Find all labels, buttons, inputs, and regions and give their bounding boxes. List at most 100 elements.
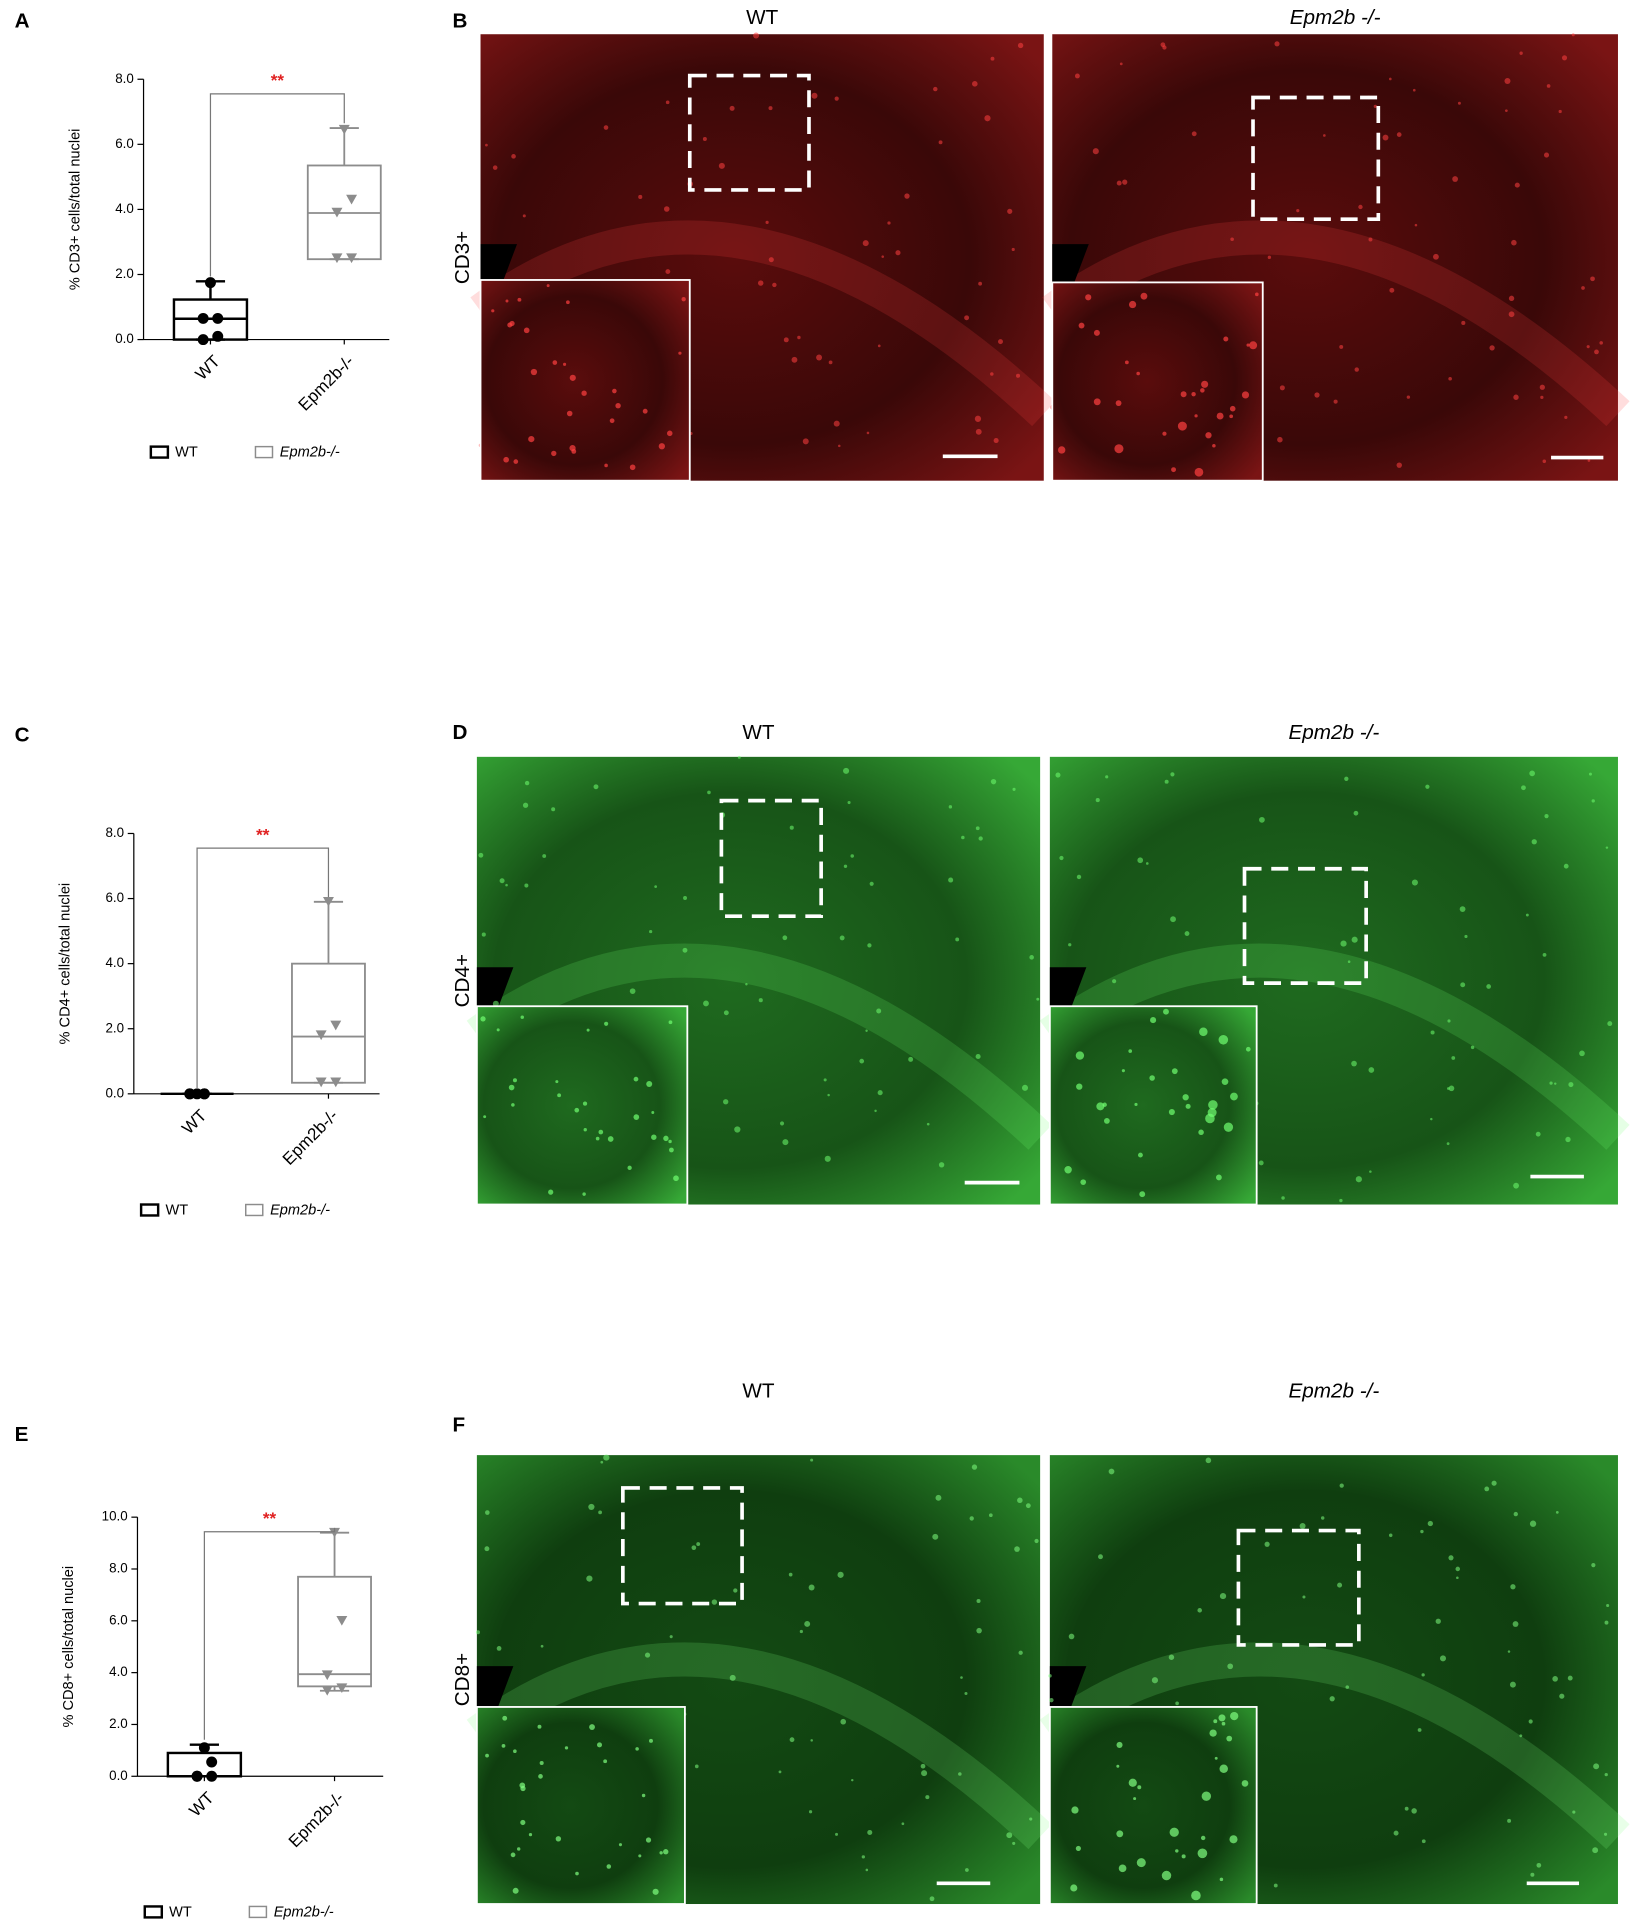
y-tick-label: 8.0 — [115, 71, 134, 86]
cell — [1128, 1778, 1137, 1787]
cell — [865, 1868, 869, 1872]
cell — [843, 864, 848, 868]
cell — [932, 1533, 939, 1540]
cell — [507, 322, 513, 328]
cell — [1245, 1046, 1251, 1052]
cell — [1230, 1092, 1238, 1101]
cell — [651, 1111, 655, 1114]
cell — [723, 1099, 729, 1105]
cell — [1564, 415, 1568, 419]
cell — [1191, 1890, 1201, 1901]
data-point — [198, 1742, 210, 1754]
column-label: WT — [742, 1379, 775, 1402]
cell — [1219, 1592, 1227, 1600]
cell — [1197, 1608, 1202, 1613]
cell — [1246, 343, 1250, 347]
cell — [1417, 1728, 1422, 1732]
cell — [835, 1832, 839, 1836]
cell — [1531, 839, 1537, 845]
cell — [658, 443, 665, 450]
cell — [1593, 1763, 1600, 1770]
cell — [811, 92, 818, 99]
cell — [1070, 1884, 1078, 1892]
cell — [1389, 77, 1392, 81]
cell — [1021, 1084, 1029, 1091]
cell — [513, 459, 519, 464]
cell — [1118, 1864, 1127, 1873]
cell — [1505, 109, 1508, 113]
cell — [1586, 345, 1590, 349]
cell — [1339, 344, 1344, 349]
cell — [528, 435, 535, 443]
cell — [581, 390, 587, 396]
cell — [881, 255, 885, 258]
data-point — [330, 1077, 342, 1088]
cell — [668, 1020, 673, 1025]
cell — [758, 998, 763, 1003]
cell — [593, 784, 599, 790]
cell — [867, 943, 872, 948]
cell — [1136, 371, 1140, 376]
cell — [1513, 1182, 1520, 1189]
cell — [804, 1620, 811, 1627]
data-point — [322, 896, 334, 907]
cell — [1507, 1650, 1511, 1653]
cell — [1191, 391, 1196, 397]
cell — [901, 1822, 905, 1826]
cell — [1521, 785, 1526, 791]
cell — [1561, 55, 1568, 61]
cell — [485, 143, 488, 147]
cell — [1510, 1584, 1516, 1590]
cell — [1567, 1675, 1573, 1681]
cell — [552, 360, 558, 365]
cell — [551, 807, 556, 812]
panel-letter: D — [453, 721, 468, 744]
cell — [1068, 1633, 1075, 1640]
cell — [1150, 1017, 1157, 1024]
cell — [1420, 1529, 1424, 1534]
cell — [1092, 148, 1099, 155]
cell — [582, 1101, 588, 1106]
cell — [669, 1635, 673, 1639]
cell — [522, 802, 529, 808]
cell — [484, 1546, 490, 1552]
cell — [1529, 1520, 1537, 1527]
cell — [834, 96, 839, 101]
cell — [1036, 997, 1040, 1001]
cell — [1213, 1719, 1218, 1724]
cell — [645, 1837, 652, 1843]
cell — [1339, 1198, 1343, 1203]
y-tick-label: 4.0 — [109, 1664, 128, 1679]
cell — [1459, 906, 1466, 912]
data-point — [329, 1527, 341, 1538]
y-axis-label: % CD4+ cells/total nuclei — [58, 883, 74, 1045]
cell — [607, 1136, 614, 1142]
cell — [1219, 1877, 1224, 1882]
cell — [1368, 237, 1373, 242]
cell — [788, 1572, 793, 1577]
data-point — [338, 124, 350, 135]
cell — [938, 140, 943, 145]
cell — [1461, 320, 1466, 326]
cell — [1594, 349, 1599, 355]
cell — [652, 1888, 659, 1895]
cell — [1122, 179, 1128, 185]
tissue-layer — [1039, 943, 1630, 1150]
cell — [1274, 41, 1280, 47]
cell — [673, 1175, 679, 1182]
zoom-box — [621, 1486, 744, 1606]
data-point — [315, 1077, 327, 1088]
cell — [1354, 367, 1359, 372]
cell — [668, 1139, 672, 1144]
cell — [847, 801, 851, 805]
cell — [646, 1080, 653, 1087]
cell — [1299, 1523, 1306, 1529]
cell — [1184, 931, 1190, 936]
cell — [1448, 1555, 1454, 1561]
cell — [1134, 1102, 1138, 1107]
cell — [1571, 33, 1575, 37]
cell — [1607, 1021, 1613, 1027]
cell — [1519, 51, 1523, 55]
cell — [641, 1793, 646, 1798]
cell — [1277, 436, 1283, 443]
